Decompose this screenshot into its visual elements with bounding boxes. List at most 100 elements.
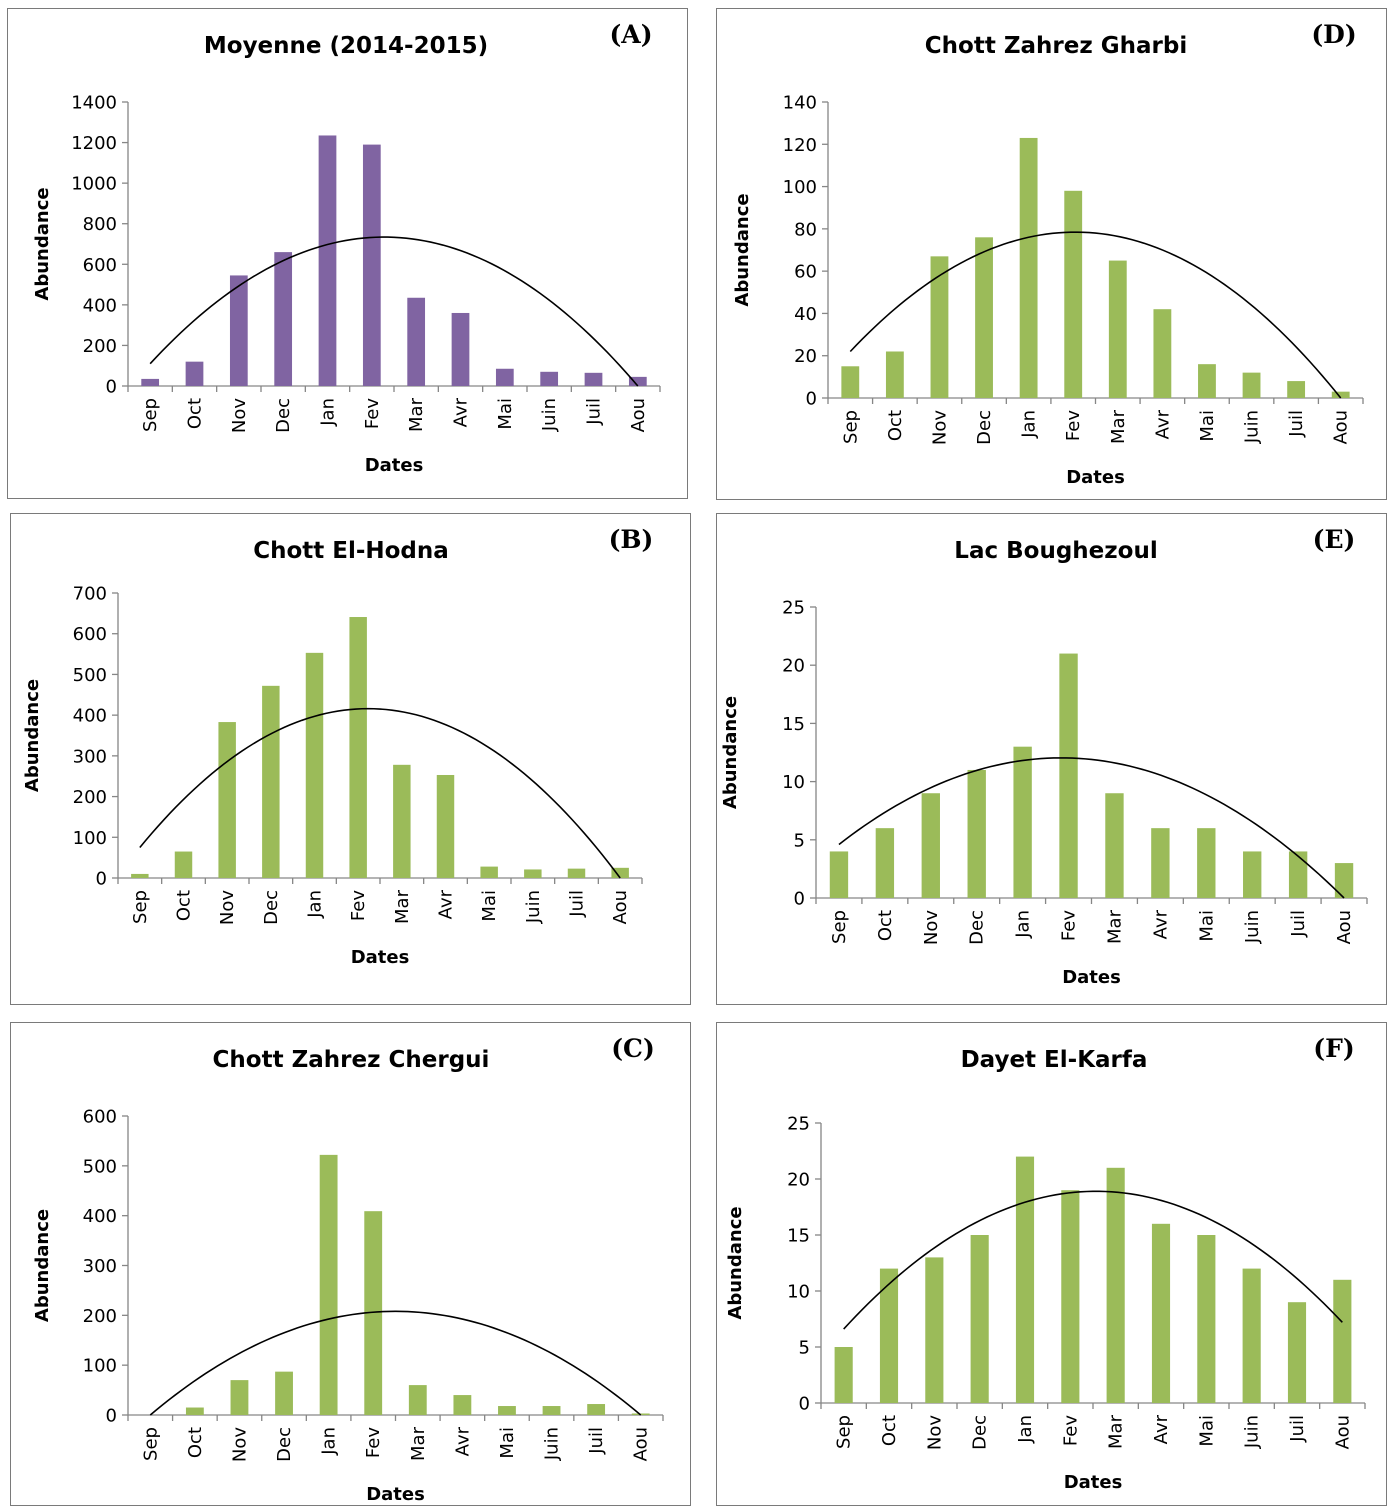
- y-tick-label: 10: [787, 1282, 810, 1303]
- y-axis-label: Abundance: [732, 193, 753, 306]
- chart-svg: Chott Zahrez Chergui (C) 0 100 200 300 400 500 6…: [32, 1034, 664, 1505]
- x-tick-label: Juin: [1242, 910, 1263, 944]
- x-tick-label: Mar: [1108, 409, 1129, 444]
- x-axis-label: Dates: [1064, 1472, 1123, 1493]
- y-tick-label: 600: [73, 624, 107, 645]
- x-tick-label: Nov: [217, 890, 238, 925]
- bar-dec: [970, 1235, 989, 1403]
- bar-dec: [262, 685, 280, 878]
- bar-oct: [885, 351, 904, 398]
- x-tick-label: Mai: [479, 890, 500, 922]
- x-tick-label: Juin: [542, 1427, 563, 1461]
- bar-dec: [975, 237, 993, 398]
- bar-mai: [480, 866, 498, 878]
- bar-aou: [1331, 391, 1350, 398]
- y-tick-label: 0: [806, 389, 817, 410]
- x-tick-label: Nov: [929, 410, 950, 445]
- bar-oct: [174, 851, 193, 878]
- x-tick-label: Aou: [610, 890, 631, 924]
- bar-juil: [587, 1404, 606, 1415]
- x-tick-label: Dec: [967, 910, 988, 945]
- chart-panel-b: Chott El-Hodna (B) 0 100 200 300 400 500 600 700 S…: [10, 513, 691, 1005]
- chart-svg: Chott El-Hodna (B) 0 100 200 300 400 500 600 700 S…: [22, 525, 653, 968]
- x-tick-label: Avr: [452, 1426, 473, 1456]
- bar-juin: [1243, 851, 1262, 898]
- bar-oct: [185, 361, 204, 386]
- bar-fev: [364, 1211, 383, 1415]
- bar-sep: [834, 1347, 853, 1403]
- x-tick-label: Sep: [140, 1427, 161, 1461]
- x-axis-label: Dates: [1066, 467, 1125, 488]
- bar-oct: [875, 828, 895, 898]
- y-tick-label: 15: [787, 1226, 810, 1247]
- panel-label: (C): [611, 1034, 655, 1063]
- trend-line: [149, 236, 639, 387]
- bar-jan: [1019, 137, 1038, 398]
- y-tick-label: 200: [83, 1306, 117, 1327]
- y-tick-label: 800: [83, 214, 117, 235]
- bar-jan: [305, 652, 324, 878]
- chart-title: Chott Zahrez Chergui: [213, 1047, 490, 1073]
- y-tick-label: 1400: [71, 93, 117, 114]
- chart-svg: Moyenne (2014-2015) (A) 0 200 400 600 800 1000 1…: [32, 20, 661, 476]
- bar-avr: [453, 1395, 472, 1415]
- y-tick-label: 200: [73, 787, 107, 808]
- x-tick-label: Fev: [1059, 910, 1080, 941]
- x-tick-label: Oct: [879, 1415, 900, 1446]
- y-tick-label: 120: [783, 135, 817, 156]
- bar-mai: [1197, 1235, 1216, 1403]
- bar-juil: [584, 372, 603, 386]
- bar-juil: [1288, 851, 1308, 898]
- x-tick-label: Fev: [363, 1427, 384, 1458]
- bar-avr: [436, 774, 455, 878]
- x-tick-label: Juil: [1287, 1415, 1308, 1443]
- y-tick-label: 140: [783, 93, 817, 114]
- chart-title: Lac Boughezoul: [954, 538, 1157, 564]
- x-tick-label: Juin: [539, 398, 560, 432]
- bar-juin: [1242, 1268, 1261, 1403]
- y-tick-label: 600: [83, 255, 117, 276]
- x-tick-label: Jan: [1013, 910, 1034, 939]
- bar-jan: [318, 135, 337, 386]
- y-tick-label: 40: [794, 304, 817, 325]
- bar-juil: [567, 868, 586, 878]
- x-tick-label: Nov: [229, 1427, 250, 1462]
- bar-fev: [349, 617, 367, 878]
- chart-svg: Chott Zahrez Gharbi (D) 0 20 40 60 80 100 120 140…: [732, 20, 1364, 488]
- bar-mar: [407, 297, 426, 386]
- y-axis-label: Abundance: [720, 696, 741, 809]
- x-tick-label: Dec: [974, 410, 995, 445]
- bar-nov: [229, 275, 248, 386]
- x-tick-label: Juil: [584, 398, 605, 426]
- y-tick-label: 400: [73, 706, 107, 727]
- bar-jan: [1013, 746, 1032, 898]
- bar-oct: [879, 1268, 899, 1403]
- bar-mai: [498, 1406, 516, 1415]
- x-tick-label: Mai: [1196, 910, 1217, 942]
- x-tick-label: Jan: [319, 1427, 340, 1456]
- x-tick-label: Mai: [497, 1427, 518, 1459]
- x-tick-label: Dec: [274, 1427, 295, 1462]
- bar-mar: [393, 764, 411, 878]
- bar-aou: [1333, 1279, 1352, 1403]
- trend-line: [149, 1310, 642, 1416]
- bar-avr: [451, 312, 470, 386]
- x-tick-label: Mai: [1196, 1415, 1217, 1447]
- x-tick-label: Sep: [834, 1415, 855, 1449]
- y-tick-label: 20: [794, 346, 817, 367]
- panel-label: (E): [1313, 525, 1356, 554]
- y-axis-label: Abundance: [32, 1209, 53, 1322]
- x-tick-label: Oct: [174, 890, 195, 921]
- y-tick-label: 60: [794, 262, 817, 283]
- x-axis-label: Dates: [365, 455, 424, 476]
- bar-fev: [1059, 653, 1078, 898]
- chart-title: Moyenne (2014-2015): [204, 33, 488, 59]
- x-tick-label: Dec: [273, 398, 294, 433]
- x-tick-label: Fev: [1060, 1415, 1081, 1446]
- x-tick-label: Juil: [1286, 410, 1307, 438]
- x-tick-label: Jan: [1015, 1415, 1036, 1444]
- x-tick-label: Mar: [1104, 909, 1125, 944]
- chart-svg: Dayet El-Karfa (F) 0 5 10 15 20 25 Sep Oct Nov Dec J…: [725, 1034, 1366, 1493]
- bar-dec: [275, 1371, 293, 1415]
- x-tick-label: Juil: [567, 890, 588, 918]
